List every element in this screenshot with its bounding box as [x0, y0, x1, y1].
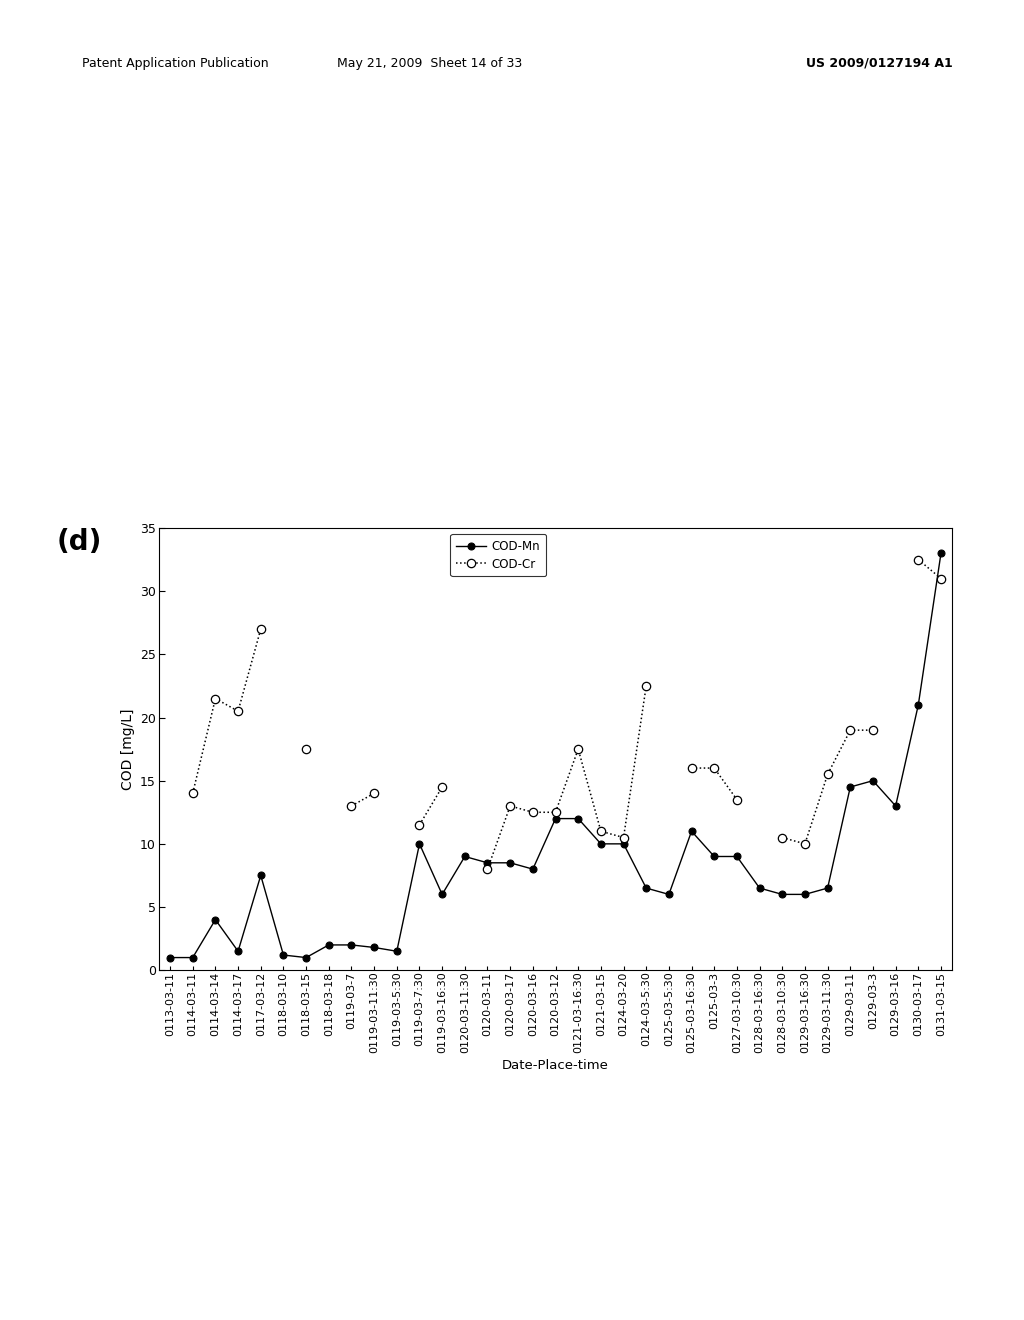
COD-Mn [345, 937, 357, 953]
COD-Cr [549, 804, 561, 820]
COD-Mn [436, 887, 449, 903]
COD-Mn [164, 949, 176, 965]
Line: COD-Mn: COD-Mn [167, 550, 944, 961]
COD-Mn [640, 880, 652, 896]
Text: US 2009/0127194 A1: US 2009/0127194 A1 [806, 57, 952, 70]
COD-Mn [414, 836, 426, 851]
COD-Cr [255, 622, 267, 638]
COD-Cr [685, 760, 697, 776]
COD-Cr [776, 829, 788, 845]
COD-Mn [209, 912, 221, 928]
Text: (d): (d) [56, 528, 101, 556]
COD-Cr [300, 741, 312, 756]
COD-Cr [414, 817, 426, 833]
COD-Mn [731, 849, 743, 865]
COD-Cr [231, 704, 244, 719]
COD-Mn [481, 855, 494, 871]
COD-Cr [640, 678, 652, 694]
COD-Mn [278, 948, 290, 964]
COD-Cr [866, 722, 879, 738]
COD-Mn [776, 887, 788, 903]
COD-Cr [731, 792, 743, 808]
COD-Mn [459, 849, 471, 865]
COD-Mn [572, 810, 585, 826]
COD-Cr [821, 767, 834, 783]
COD-Mn [186, 949, 199, 965]
COD-Cr [595, 824, 607, 840]
COD-Cr [708, 760, 720, 776]
COD-Cr [935, 570, 947, 586]
COD-Mn [890, 799, 902, 814]
COD-Cr [617, 829, 630, 845]
COD-Cr [504, 799, 516, 814]
COD-Mn [368, 940, 380, 956]
Text: May 21, 2009  Sheet 14 of 33: May 21, 2009 Sheet 14 of 33 [338, 57, 522, 70]
COD-Mn [912, 697, 925, 713]
COD-Cr [345, 799, 357, 814]
COD-Cr [844, 722, 856, 738]
COD-Cr [368, 785, 380, 801]
COD-Cr [436, 779, 449, 795]
COD-Cr [209, 690, 221, 706]
COD-Mn [231, 944, 244, 960]
COD-Cr [186, 785, 199, 801]
COD-Mn [595, 836, 607, 851]
COD-Mn [821, 880, 834, 896]
COD-Mn [549, 810, 561, 826]
COD-Mn [300, 949, 312, 965]
COD-Mn [799, 887, 811, 903]
COD-Cr [912, 552, 925, 568]
Text: Patent Application Publication: Patent Application Publication [82, 57, 268, 70]
COD-Mn [754, 880, 766, 896]
Legend: COD-Mn, COD-Cr: COD-Mn, COD-Cr [451, 533, 546, 577]
COD-Mn [844, 779, 856, 795]
COD-Cr [799, 836, 811, 851]
X-axis label: Date-Place-time: Date-Place-time [502, 1059, 609, 1072]
COD-Mn [617, 836, 630, 851]
COD-Mn [935, 545, 947, 561]
COD-Cr [572, 741, 585, 756]
Y-axis label: COD [mg/L]: COD [mg/L] [121, 709, 134, 789]
COD-Cr [481, 861, 494, 876]
COD-Mn [390, 944, 402, 960]
COD-Mn [323, 937, 335, 953]
COD-Mn [504, 855, 516, 871]
COD-Mn [685, 824, 697, 840]
COD-Mn [255, 867, 267, 883]
COD-Mn [526, 861, 539, 876]
Line: COD-Cr: COD-Cr [188, 556, 945, 874]
COD-Cr [526, 804, 539, 820]
COD-Mn [866, 772, 879, 788]
COD-Mn [708, 849, 720, 865]
COD-Mn [663, 887, 675, 903]
